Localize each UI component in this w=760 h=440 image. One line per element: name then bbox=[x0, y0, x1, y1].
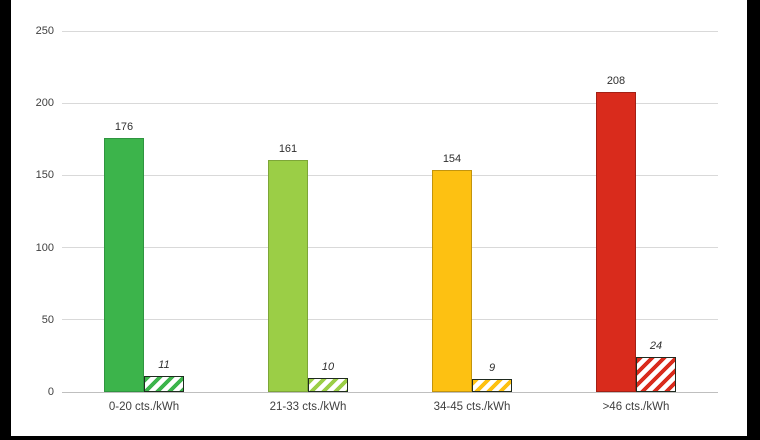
y-axis-tick-label: 100 bbox=[35, 241, 54, 254]
y-axis-tick-label: 200 bbox=[35, 97, 54, 110]
bar-value-label: 161 bbox=[278, 142, 298, 155]
bar-value-label: 154 bbox=[442, 152, 462, 165]
x-axis-category-label: 21-33 cts./kWh bbox=[269, 401, 347, 413]
bar-value-label: 9 bbox=[488, 362, 496, 374]
bar-value-label: 208 bbox=[606, 74, 626, 87]
bar-chart: 0 50 100 150 200 250 176 11 0-20 cts./kWh 161 10 21… bbox=[11, 0, 747, 436]
hatched-bar bbox=[144, 376, 184, 392]
bar-value-label: 176 bbox=[114, 120, 134, 133]
y-axis-tick-label: 50 bbox=[41, 313, 54, 326]
bar-value-label: 11 bbox=[158, 359, 170, 372]
solid-bar bbox=[104, 137, 144, 392]
y-axis-tick-label: 250 bbox=[35, 25, 54, 37]
hatched-bar bbox=[308, 377, 348, 392]
gridline bbox=[62, 102, 718, 104]
bar-value-label: 24 bbox=[649, 340, 663, 353]
hatched-bar bbox=[472, 379, 512, 392]
x-axis-category-label: 34-45 cts./kWh bbox=[433, 401, 511, 413]
x-axis-category-label: 0-20 cts./kWh bbox=[108, 401, 180, 413]
solid-bar bbox=[432, 169, 472, 392]
y-axis-tick-label: 0 bbox=[47, 386, 54, 398]
gridline bbox=[62, 30, 718, 32]
gridline bbox=[62, 319, 718, 321]
y-axis-tick-label: 150 bbox=[35, 169, 54, 182]
gridline bbox=[62, 174, 718, 176]
x-axis-category-label: >46 cts./kWh bbox=[602, 401, 670, 413]
solid-bar bbox=[596, 91, 636, 392]
gridline bbox=[62, 247, 718, 249]
bar-value-label: 10 bbox=[321, 360, 335, 373]
x-axis-line bbox=[62, 391, 718, 393]
hatched-bar bbox=[636, 357, 676, 392]
solid-bar bbox=[268, 159, 308, 392]
